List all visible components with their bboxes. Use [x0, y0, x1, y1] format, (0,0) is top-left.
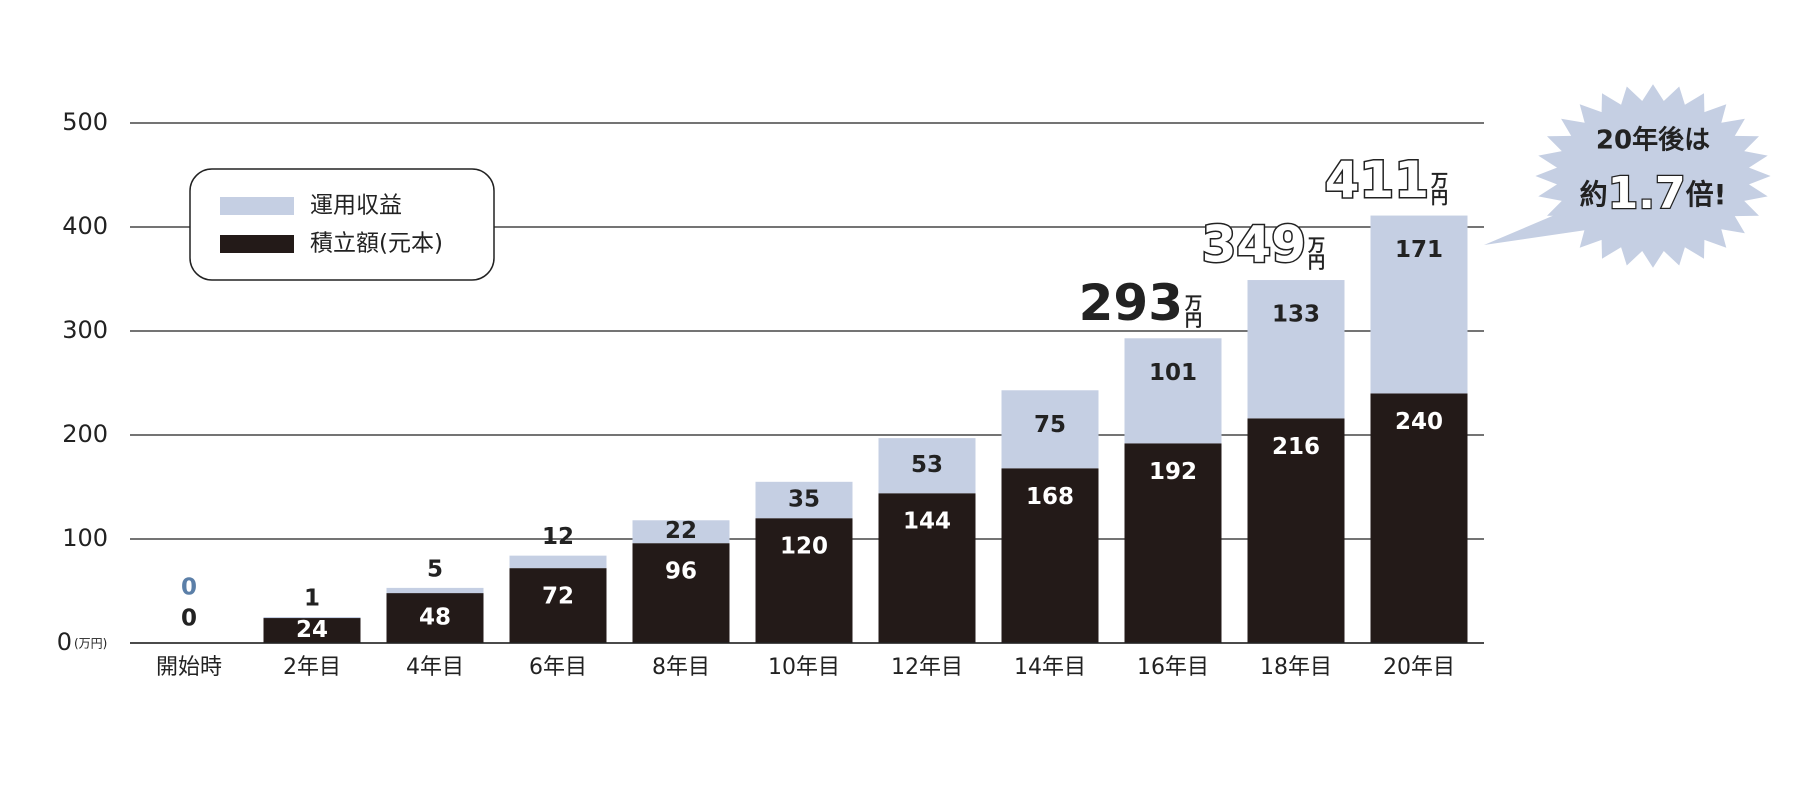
- x-tick-label: 14年目: [1014, 655, 1086, 680]
- value-label: 96: [665, 559, 697, 585]
- bar-principal: [1001, 468, 1099, 643]
- total-unit: 万円: [1427, 172, 1449, 207]
- bar-principal: [632, 543, 730, 643]
- callout-prefix: 約: [1580, 178, 1608, 211]
- x-tick-label: 18年目: [1260, 655, 1332, 680]
- value-label: 12: [542, 524, 574, 550]
- legend-swatch: [220, 235, 294, 253]
- callout-line1: 20年後は: [1596, 125, 1710, 156]
- bar-return: [755, 481, 853, 519]
- bar-return: [509, 555, 607, 569]
- bar-principal: [1124, 443, 1222, 643]
- value-label: 192: [1149, 459, 1197, 485]
- value-label: 144: [903, 509, 951, 535]
- bar-principal: [1370, 393, 1468, 643]
- x-tick-label: 2年目: [283, 655, 341, 680]
- value-label: 171: [1395, 237, 1443, 263]
- value-label: 101: [1149, 360, 1197, 386]
- bar-principal: [878, 493, 976, 643]
- x-tick-label: 10年目: [768, 655, 840, 680]
- bar-principal: [386, 593, 484, 643]
- value-label: 24: [296, 617, 328, 643]
- y-tick-label: 300: [62, 316, 108, 344]
- bar-return: [632, 520, 730, 544]
- callout-star: [1535, 84, 1771, 268]
- value-label: 133: [1272, 302, 1320, 328]
- x-tick-label: 開始時: [156, 655, 222, 680]
- x-tick-label: 20年目: [1383, 655, 1455, 680]
- value-label: 48: [419, 605, 451, 631]
- total-label: 293: [1079, 274, 1183, 332]
- total-unit: 万円: [1181, 294, 1203, 329]
- value-label: 0: [181, 606, 197, 632]
- y-tick-label: 100: [62, 524, 108, 552]
- value-label: 22: [665, 518, 697, 544]
- legend-swatch: [220, 197, 294, 215]
- legend-label: 運用収益: [310, 193, 402, 219]
- bar-return: [878, 438, 976, 494]
- x-tick-label: 4年目: [406, 655, 464, 680]
- value-label: 35: [788, 487, 820, 513]
- y-tick-label: 200: [62, 420, 108, 448]
- bar-return: [386, 587, 484, 594]
- y-unit: (万円): [74, 637, 107, 651]
- value-label: 5: [427, 556, 443, 582]
- value-label: 216: [1272, 434, 1320, 460]
- callout-suffix: 倍!: [1686, 178, 1727, 211]
- y-tick-label: 500: [62, 108, 108, 136]
- bar-return: [1001, 390, 1099, 469]
- bar-return: [263, 617, 361, 619]
- legend-box: [189, 168, 495, 281]
- bar-principal: [1247, 418, 1345, 643]
- legend-label: 積立額(元本): [310, 231, 443, 257]
- value-label: 72: [542, 584, 574, 610]
- bar-return: [1124, 338, 1222, 444]
- x-tick-label: 12年目: [891, 655, 963, 680]
- callout-line2: 約1.7倍!: [1580, 168, 1727, 219]
- total-label: 411: [1325, 151, 1429, 209]
- total-label: 349: [1202, 216, 1306, 274]
- x-tick-label: 8年目: [652, 655, 710, 680]
- value-label: 0: [181, 575, 197, 601]
- bar-return: [1370, 215, 1468, 394]
- x-tick-label: 16年目: [1137, 655, 1209, 680]
- value-label: 168: [1026, 484, 1074, 510]
- bar-return: [1247, 280, 1345, 419]
- y-tick-label: 0: [57, 628, 72, 656]
- total-unit: 万円: [1304, 236, 1326, 271]
- value-label: 120: [780, 534, 828, 560]
- value-label: 75: [1034, 412, 1066, 438]
- bar-principal: [263, 618, 361, 643]
- bar-principal: [755, 518, 853, 643]
- callout-emphasis: 1.7: [1608, 168, 1686, 219]
- value-label: 1: [304, 586, 320, 612]
- y-tick-label: 400: [62, 212, 108, 240]
- bar-principal: [509, 568, 607, 643]
- x-tick-label: 6年目: [529, 655, 587, 680]
- value-label: 53: [911, 452, 943, 478]
- value-label: 240: [1395, 409, 1443, 435]
